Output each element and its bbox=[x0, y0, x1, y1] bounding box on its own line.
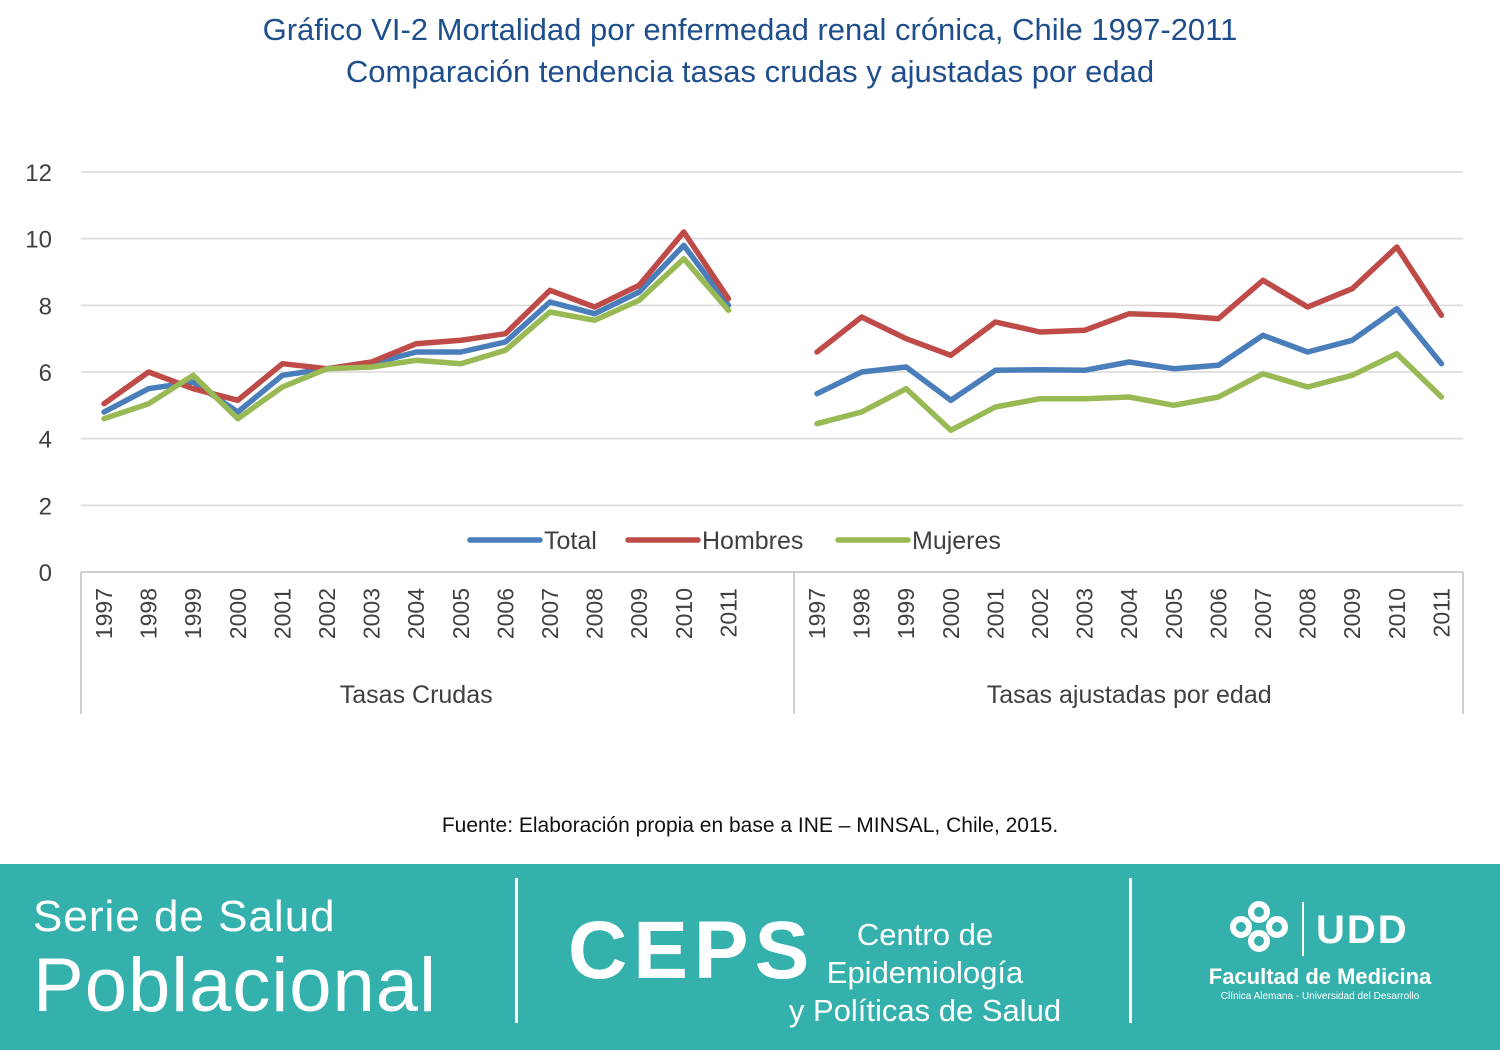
series-line-total bbox=[814, 305, 1445, 404]
series-name-line2: Poblacional bbox=[33, 943, 437, 1028]
series-line-total bbox=[101, 242, 732, 415]
x-tick-label: 1998 bbox=[136, 588, 162, 639]
y-tick-label: 0 bbox=[39, 560, 52, 587]
ceps-description-line2: y Políticas de Salud bbox=[788, 993, 1062, 1028]
series-name-line1: Serie de Salud bbox=[33, 892, 336, 941]
footer-divider bbox=[1129, 878, 1132, 1023]
ceps-logo-text: CEPS bbox=[568, 905, 816, 996]
x-tick-label: 2010 bbox=[1384, 588, 1410, 639]
x-tick-label: 2005 bbox=[1161, 588, 1187, 639]
chart-title: Gráfico VI-2 Mortalidad por enfermedad r… bbox=[262, 12, 1238, 47]
x-tick-label: 2002 bbox=[1027, 588, 1053, 639]
footer-divider bbox=[515, 878, 518, 1023]
legend-label: Hombres bbox=[702, 527, 803, 555]
x-tick-label: 2004 bbox=[1116, 588, 1142, 639]
x-group-label: Tasas Crudas bbox=[340, 681, 493, 709]
x-tick-label: 2005 bbox=[448, 588, 474, 639]
x-tick-label: 2007 bbox=[1250, 588, 1276, 639]
footer-banner: Serie de Salud Poblacional CEPS Centro d… bbox=[0, 864, 1500, 1050]
x-tick-label: 2000 bbox=[938, 588, 964, 639]
x-tick-label: 1999 bbox=[893, 588, 919, 639]
x-tick-label: 2011 bbox=[715, 588, 741, 637]
x-tick-label: 2009 bbox=[626, 588, 652, 639]
y-tick-label: 10 bbox=[25, 227, 52, 254]
y-tick-label: 6 bbox=[39, 360, 52, 387]
x-tick-label: 1998 bbox=[849, 588, 875, 639]
x-tick-label: 2008 bbox=[582, 588, 608, 639]
legend-label: Mujeres bbox=[912, 527, 1001, 555]
x-tick-label: 2011 bbox=[1428, 588, 1454, 637]
logo-separator bbox=[1302, 902, 1304, 956]
x-tick-label: 2002 bbox=[314, 588, 340, 639]
line-chart: 0 2 4 6 8 10 12 1997 1998 1999 2000 2001 2002 2003 200… bbox=[25, 160, 1464, 714]
x-group-label: Tasas ajustadas por edad bbox=[987, 681, 1272, 709]
x-tick-label: 2000 bbox=[225, 588, 251, 639]
source-note: Fuente: Elaboración propia en base a INE… bbox=[441, 814, 1059, 837]
y-tick-label: 8 bbox=[39, 293, 52, 320]
faculty-name: Facultad de Medicina bbox=[1208, 964, 1432, 989]
y-tick-label: 2 bbox=[39, 493, 52, 520]
x-tick-label: 2001 bbox=[269, 588, 295, 639]
x-tick-label: 2008 bbox=[1295, 588, 1321, 639]
y-tick-label: 4 bbox=[39, 427, 52, 454]
x-tick-label: 2003 bbox=[1072, 588, 1098, 639]
series-line-mujeres bbox=[814, 350, 1445, 434]
faculty-cross-icon bbox=[1230, 901, 1288, 952]
x-tick-label: 2009 bbox=[1339, 588, 1365, 639]
y-tick-label: 12 bbox=[25, 160, 52, 187]
x-tick-label: 2007 bbox=[537, 588, 563, 639]
x-tick-label: 2006 bbox=[492, 588, 518, 639]
x-tick-label: 1999 bbox=[180, 588, 206, 639]
x-tick-label: 2006 bbox=[1205, 588, 1231, 639]
chart-subtitle: Comparación tendencia tasas crudas y aju… bbox=[345, 54, 1155, 89]
faculty-subtitle: Clínica Alemana - Universidad del Desarr… bbox=[1220, 991, 1420, 1002]
x-tick-label: 2003 bbox=[359, 588, 385, 639]
udd-logo-text: UDD bbox=[1316, 908, 1409, 952]
x-tick-label: 2004 bbox=[403, 588, 429, 639]
x-tick-label: 2001 bbox=[982, 588, 1008, 639]
x-tick-label: 1997 bbox=[91, 588, 117, 639]
series-line-mujeres bbox=[101, 255, 732, 422]
x-tick-label: 1997 bbox=[804, 588, 830, 639]
ceps-description-line1: Centro de Epidemiología bbox=[826, 917, 1024, 990]
legend-label: Total bbox=[544, 527, 597, 555]
series-line-hombres bbox=[814, 244, 1445, 359]
ceps-description: Centro de Epidemiología y Políticas de S… bbox=[780, 916, 1070, 1030]
x-tick-label: 2010 bbox=[671, 588, 697, 639]
